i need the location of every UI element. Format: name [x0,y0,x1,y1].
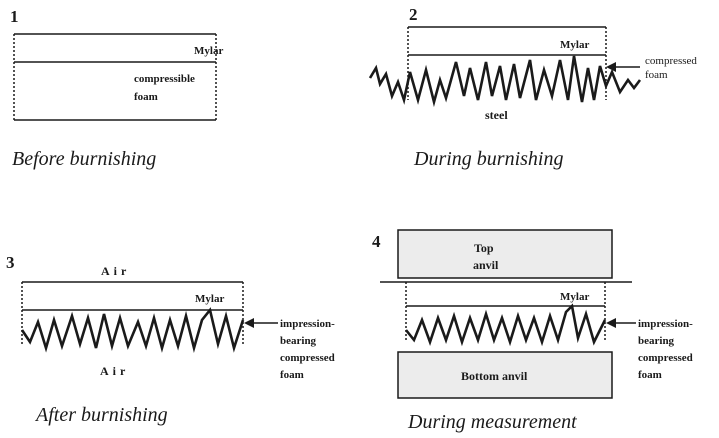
top-anvil-label-line2: anvil [473,258,499,272]
foam-block [13,34,217,121]
panel-before-burnishing: 1 Mylar compressible foam Before burnish… [10,7,223,170]
bottom-anvil [397,351,613,399]
compressed-foam-arrow [606,62,640,72]
panel-during-burnishing: 2 Mylar steel compressed foam During bur… [368,5,697,170]
mylar-label: Mylar [194,45,223,57]
panel-number: 2 [409,5,418,24]
air-top-label: Air [101,264,130,278]
panel-during-measurement: 4 Top anvil Mylar Bottom anvil impressio… [372,229,693,433]
impression-foam-arrow [606,318,636,328]
top-anvil [397,229,613,279]
panel-caption: Before burnishing [12,148,156,170]
side-label-line4: foam [638,369,662,381]
panel-number: 3 [6,253,15,272]
compressed-foam-label-line2: foam [645,69,668,81]
panel-number: 4 [372,232,381,251]
foam-label-line2: foam [134,91,158,103]
panel-caption: During burnishing [413,148,563,170]
steel-label: steel [485,108,508,122]
top-anvil-label-line1: Top [474,241,494,255]
foam-label-line1: compressible [134,73,195,85]
panel-caption: After burnishing [34,404,168,426]
steel-rough-surface [368,55,642,108]
panel-after-burnishing: 3 Air Mylar Air impression- bearing comp… [6,253,335,426]
mylar-layer [407,26,607,100]
impression-rough-surface [20,307,245,354]
mylar-layer [21,281,244,345]
bottom-anvil-label: Bottom anvil [461,369,528,383]
impression-rough-surface [404,303,607,347]
mylar-label: Mylar [195,293,224,305]
side-label-line2: bearing [638,335,675,347]
side-label-line3: compressed [280,352,335,364]
air-bottom-label: Air [100,364,129,378]
side-label-line1: impression- [280,318,335,330]
side-label-line2: bearing [280,335,317,347]
panel-number: 1 [10,7,19,26]
side-label-line3: compressed [638,352,693,364]
mylar-layer [14,33,216,63]
mylar-label: Mylar [560,291,589,303]
compressed-foam-label-line1: compressed [645,55,697,67]
mylar-label: Mylar [560,39,589,51]
side-label-line4: foam [280,369,304,381]
impression-foam-arrow [244,318,278,328]
panel-caption: During measurement [407,411,577,433]
side-label-line1: impression- [638,318,693,330]
